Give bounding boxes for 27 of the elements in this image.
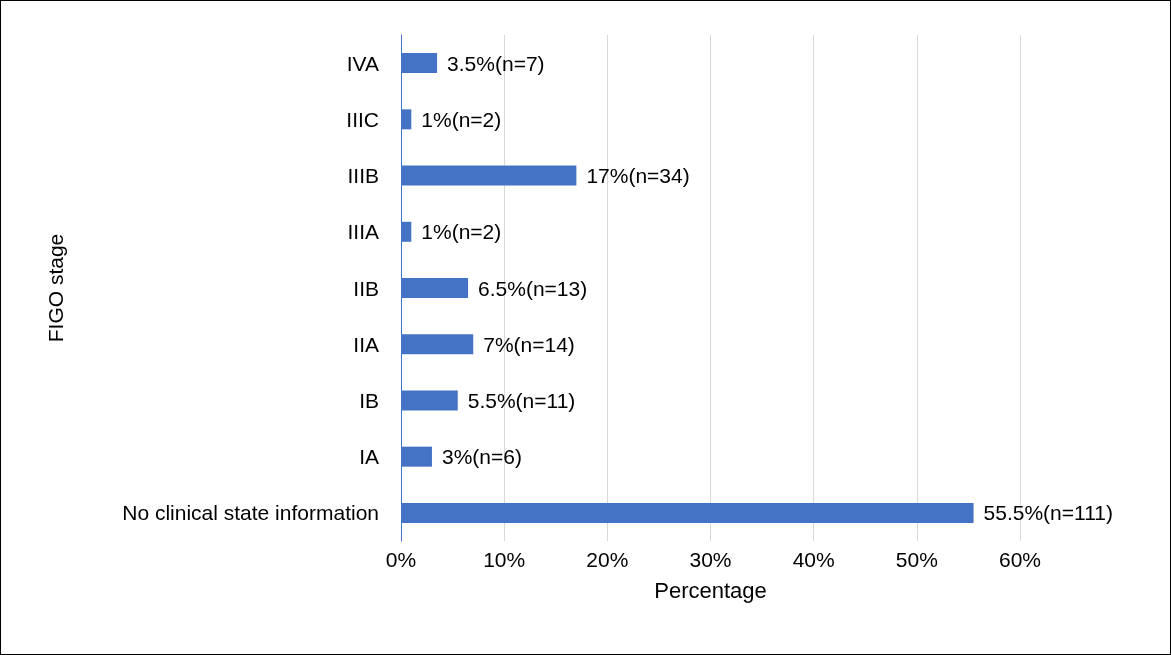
y-tick-label: IIIB — [347, 164, 379, 188]
y-tick-label: IIIC — [346, 107, 379, 131]
x-tick-label: 20% — [586, 548, 629, 571]
data-label: 6.5%(n=13) — [478, 276, 588, 300]
x-tick-label: 10% — [483, 548, 526, 571]
data-label: 17%(n=34) — [586, 164, 690, 188]
x-tick-label: 0% — [385, 548, 417, 571]
data-label: 7%(n=14) — [483, 332, 575, 356]
y-tick-label: IIA — [353, 332, 379, 356]
x-tick-label: 40% — [792, 548, 835, 571]
y-tick-label: No clinical state information — [122, 501, 379, 525]
data-label: 3%(n=6) — [441, 445, 522, 469]
data-label: 5.5%(n=11) — [467, 388, 576, 412]
y-axis-title: FIGO stage — [44, 233, 67, 343]
data-label: 3.5%(n=7) — [447, 51, 545, 75]
x-tick-label: 30% — [689, 548, 732, 571]
data-label: 1%(n=2) — [421, 107, 502, 131]
y-tick-label: IIB — [353, 276, 379, 300]
x-tick-label: 60% — [998, 548, 1042, 571]
y-tick-label: IB — [359, 388, 379, 412]
x-tick-label: 50% — [895, 548, 938, 571]
data-label: 1%(n=2) — [421, 220, 502, 244]
y-tick-label: IIIA — [347, 220, 379, 244]
y-tick-label: IVA — [346, 51, 379, 75]
y-tick-label: IA — [359, 445, 379, 469]
x-axis-title: Percentage — [654, 577, 767, 603]
data-label: 55.5%(n=111) — [983, 501, 1113, 525]
